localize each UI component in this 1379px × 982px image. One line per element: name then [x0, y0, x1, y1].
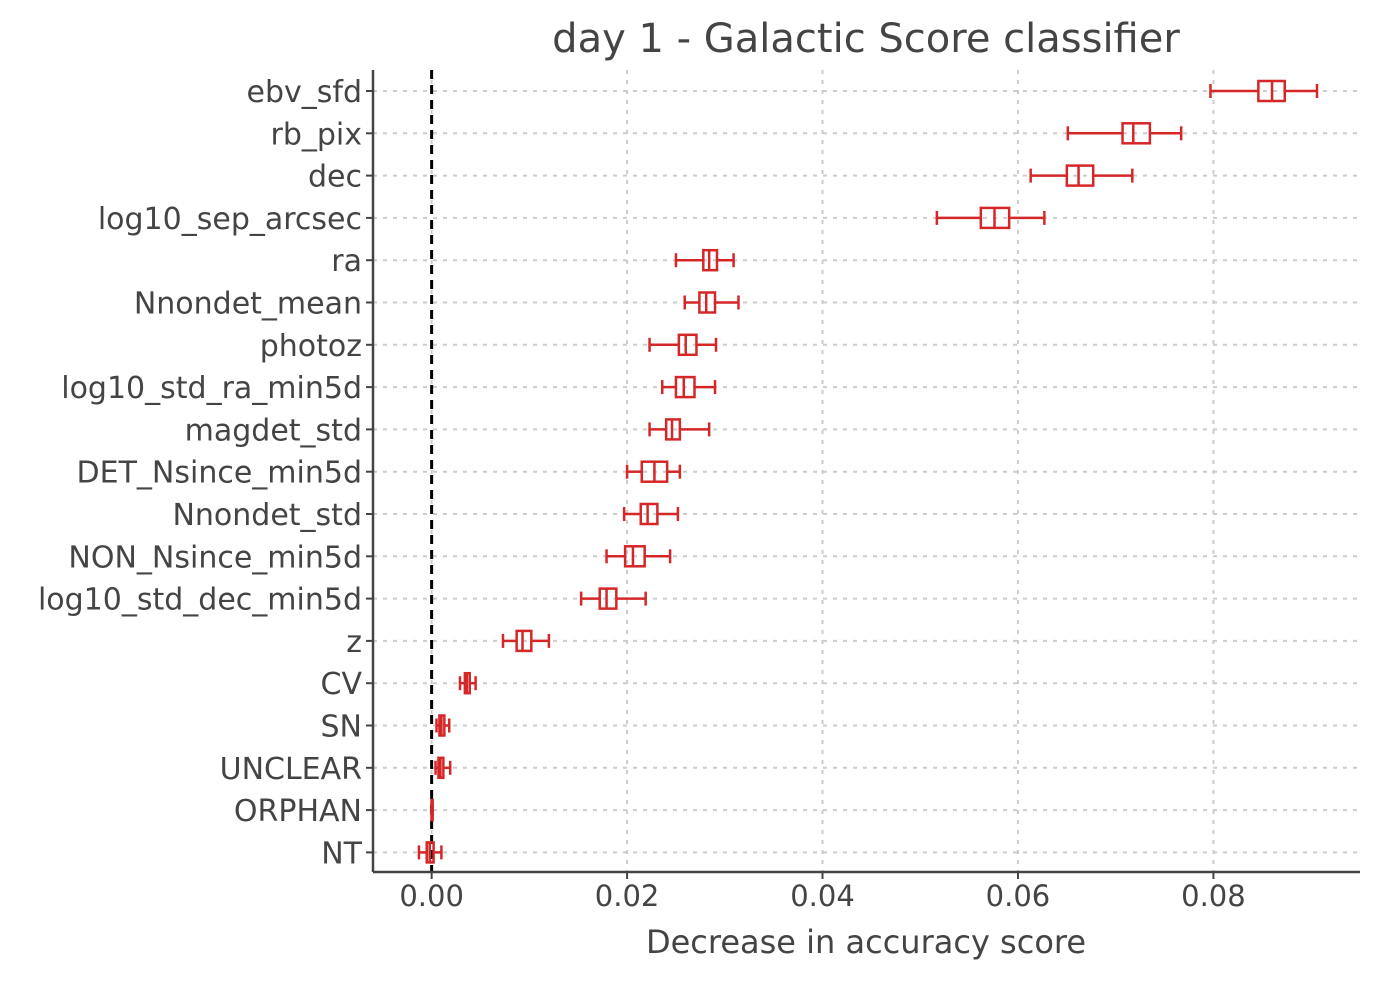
axes-spines — [371, 70, 1360, 874]
y-tick-label: Nnondet_mean — [134, 287, 362, 322]
y-tick-label: ORPHAN — [234, 794, 362, 829]
box-ORPHAN — [430, 798, 434, 822]
y-tick-label: NT — [321, 836, 362, 871]
box-iqr — [674, 375, 696, 399]
box-photoz — [648, 333, 718, 357]
y-tick-label: ebv_sfd — [247, 75, 363, 110]
y-tick-label: z — [346, 625, 362, 660]
box-DET_Nsince_min5d — [625, 460, 682, 483]
box-Nnondet_std — [622, 502, 680, 526]
box-NON_Nsince_min5d — [605, 545, 672, 568]
y-tick-label: ra — [331, 244, 362, 279]
box-iqr — [598, 587, 618, 610]
y-tick-label: magdet_std — [185, 413, 362, 448]
box-iqr — [623, 545, 646, 568]
x-tick-label: 0.06 — [986, 879, 1051, 913]
box-z — [501, 629, 551, 653]
box-ebv_sfd — [1209, 79, 1319, 103]
box-SN — [435, 714, 451, 737]
x-tick-label: 0.04 — [790, 879, 855, 913]
box-rb_pix — [1066, 122, 1183, 145]
box-iqr — [515, 629, 533, 653]
box-NT — [417, 841, 443, 864]
y-tick-label: NON_Nsince_min5d — [68, 540, 362, 575]
box-log10_std_ra_min5d — [661, 375, 717, 399]
y-tick-label: rb_pix — [270, 117, 362, 152]
box-CV — [458, 671, 477, 695]
box-iqr — [677, 333, 698, 357]
y-tick-label: Nnondet_std — [172, 498, 362, 533]
box-Nnondet_mean — [683, 291, 740, 314]
box-log10_sep_arcsec — [935, 206, 1046, 230]
box-iqr — [639, 502, 659, 526]
box-dec — [1029, 164, 1134, 187]
y-tick-label: log10_std_dec_min5d — [38, 583, 362, 618]
box-log10_std_dec_min5d — [579, 587, 647, 610]
box-iqr — [1121, 122, 1152, 145]
box-magdet_std — [648, 418, 711, 441]
box-ra — [674, 248, 735, 272]
x-axis-label: Decrease in accuracy score — [646, 923, 1086, 961]
y-tick-label: CV — [321, 667, 363, 702]
y-tick-label: photoz — [260, 329, 362, 364]
x-axis: 0.00 0.02 0.04 0.06 0.08 — [399, 872, 1246, 913]
grid-lines — [373, 70, 1360, 872]
x-tick-label: 0.02 — [595, 879, 660, 913]
y-tick-label: DET_Nsince_min5d — [77, 456, 362, 491]
y-tick-label: dec — [308, 160, 362, 195]
x-tick-label: 0.08 — [1181, 879, 1246, 913]
x-tick-label: 0.00 — [399, 879, 464, 913]
box-iqr — [1065, 164, 1095, 187]
y-tick-label: UNCLEAR — [220, 752, 362, 787]
box-series — [417, 79, 1319, 864]
y-tick-label: log10_sep_arcsec — [98, 202, 362, 237]
box-UNCLEAR — [434, 756, 452, 780]
chart-title: day 1 - Galactic Score classifier — [552, 16, 1180, 62]
y-tick-label: log10_std_ra_min5d — [61, 371, 362, 406]
y-tick-label: SN — [321, 710, 362, 745]
